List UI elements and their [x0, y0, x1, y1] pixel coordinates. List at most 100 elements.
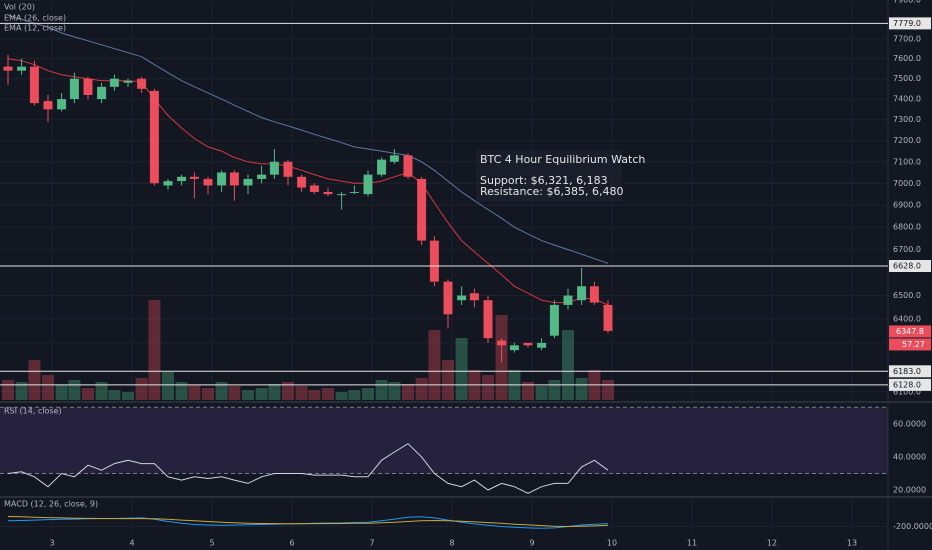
volume-bar [415, 378, 428, 400]
volume-bar [2, 380, 14, 400]
volume-bar [295, 386, 308, 400]
candle-body [177, 176, 187, 182]
volume-bar [482, 375, 494, 400]
volume-bar [442, 360, 454, 400]
volume-bar [362, 388, 374, 400]
candle-body [57, 99, 67, 110]
ema-line [7, 58, 609, 306]
volume-bar [575, 378, 588, 400]
annotation-line: Support: $6,321, 6,183 [480, 174, 608, 187]
volume-bar [428, 330, 441, 400]
y-tick-label: 6500.0 [893, 291, 921, 300]
volume-bar [335, 392, 348, 400]
y-tick-label: 6900.0 [893, 201, 921, 210]
candle-body [257, 174, 267, 179]
x-tick-label: 3 [49, 539, 54, 548]
volume-bar [348, 390, 361, 400]
candle-body [3, 66, 13, 71]
volume-bar [202, 388, 214, 400]
candle-body [349, 191, 359, 193]
volume-bar [548, 380, 561, 400]
level-label: 6183.0 [893, 367, 921, 376]
macd-tick-label: -200.0000 [893, 522, 932, 531]
candle-body [149, 90, 159, 184]
candle-body [97, 86, 107, 100]
candle-body [549, 304, 559, 336]
volume-bar [28, 360, 41, 400]
y-tick-label: 6400.0 [893, 315, 921, 324]
candle-body [417, 178, 427, 241]
volume-bar [122, 392, 134, 400]
candle-body [603, 304, 613, 331]
candle-body [457, 295, 467, 301]
candle-body [509, 345, 519, 351]
candle-body [577, 286, 587, 301]
candle-body [189, 176, 199, 179]
candle-body [523, 342, 533, 346]
annotation-line: Resistance: $6,385, 6,480 [480, 185, 623, 198]
volume-bar [228, 386, 241, 400]
ema-line [7, 14, 609, 264]
candle-body [217, 172, 227, 186]
candle-body [243, 178, 253, 186]
volume-legend: Vol (20) [4, 3, 35, 12]
x-tick-label: 6 [289, 539, 294, 548]
candle-body [29, 66, 39, 104]
volume-bar [68, 380, 81, 400]
level-label: 6628.0 [893, 262, 921, 271]
y-tick-label: 6700.0 [893, 245, 921, 254]
last-price-box [889, 325, 931, 338]
volume-bar [402, 384, 414, 400]
candle-body [363, 174, 373, 195]
candle-body [203, 178, 213, 186]
y-tick-label: 7300.0 [893, 115, 921, 124]
candle-body [69, 78, 79, 100]
macd-legend: MACD (12, 26, close, 9) [4, 500, 98, 509]
x-tick-label: 4 [129, 539, 134, 548]
candle-body [469, 293, 479, 301]
rsi-tick-label: 20.0000 [893, 486, 926, 495]
macd-line [7, 516, 609, 528]
y-tick-label: 7500.0 [893, 74, 921, 83]
last-marker-box [889, 338, 931, 351]
y-tick-label: 7200.0 [893, 136, 921, 145]
labels: Vol (20) EMA (26, close) EMA (12, close)… [4, 3, 645, 509]
candle-body [83, 78, 93, 95]
candle-body [163, 181, 173, 186]
volume-bar [15, 382, 28, 400]
volume-bar [215, 382, 228, 400]
candle-body [43, 101, 53, 110]
candle-body [403, 155, 413, 177]
volume-bar [602, 380, 614, 400]
candle-body [429, 240, 439, 282]
y-tick-label: 7700.0 [893, 34, 921, 43]
x-tick-label: 13 [847, 539, 857, 548]
volume-bar [242, 390, 254, 400]
candle-body [497, 340, 507, 346]
y-tick-label: 7100.0 [893, 157, 921, 166]
rsi-line [7, 443, 609, 494]
x-tick-label: 10 [607, 539, 617, 548]
volume-bar [535, 386, 548, 400]
y-tick-label: 7000.0 [893, 179, 921, 188]
volume-bar [282, 382, 294, 400]
volume-bar [135, 378, 148, 400]
rsi-band [0, 407, 888, 474]
y-tick-label: 7600.0 [893, 54, 921, 63]
candle-body [589, 286, 599, 303]
volume-bar [95, 382, 108, 400]
rsi-tick-label: 40.0000 [893, 452, 926, 461]
rsi-pane [0, 404, 888, 495]
candle-body [283, 161, 293, 177]
last-price-label: 6347.8 [896, 327, 924, 336]
level-label: 6128.0 [893, 380, 921, 389]
volume-bar [455, 338, 468, 400]
candle-body [563, 295, 573, 305]
volume-bar [522, 382, 534, 400]
ema-legend: EMA (12, close) [4, 24, 66, 33]
x-tick-label: 12 [767, 539, 777, 548]
candle-body [109, 78, 119, 87]
volume-bar [308, 390, 321, 400]
volume-bar [562, 330, 574, 400]
